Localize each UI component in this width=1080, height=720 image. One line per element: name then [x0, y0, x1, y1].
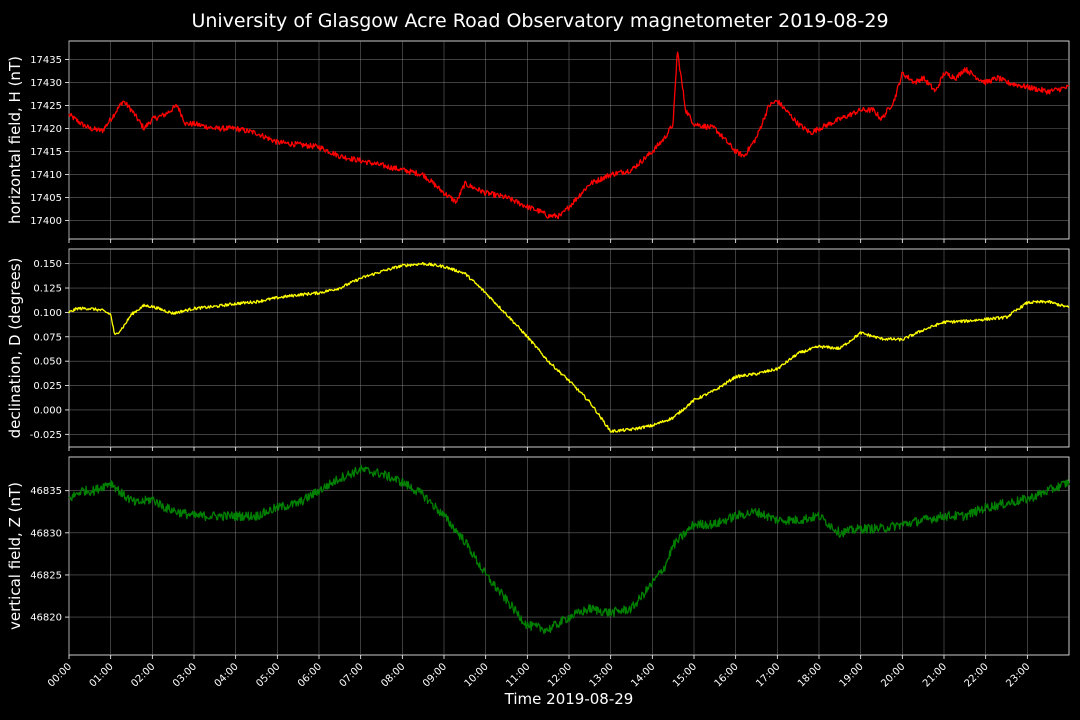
- x-tick-label: 04:00: [213, 661, 241, 689]
- y-tick-label: 17425: [30, 101, 62, 112]
- y-tick-label: 17435: [30, 55, 62, 66]
- x-tick-label: 00:00: [46, 661, 74, 689]
- y-tick-label: 17400: [30, 216, 62, 227]
- y-tick-label: 0.075: [33, 332, 62, 343]
- y-tick-label: -0.025: [30, 430, 62, 441]
- x-tick-label: 03:00: [171, 661, 199, 689]
- y-axis-label: vertical field, Z (nT): [6, 482, 24, 630]
- x-tick-label: 06:00: [296, 661, 324, 689]
- x-tick-label: 16:00: [713, 661, 741, 689]
- x-tick-label: 13:00: [588, 661, 616, 689]
- y-tick-label: 17420: [30, 124, 62, 135]
- y-axis-label: horizontal field, H (nT): [6, 56, 24, 224]
- x-tick-label: 09:00: [421, 661, 449, 689]
- x-tick-label: 11:00: [504, 661, 532, 689]
- y-tick-label: 0.100: [33, 308, 62, 319]
- y-tick-label: 46835: [30, 486, 62, 497]
- y-tick-label: 46825: [30, 570, 62, 581]
- y-tick-label: 46830: [30, 528, 62, 539]
- y-tick-label: 17415: [30, 147, 62, 158]
- x-tick-label: 05:00: [254, 661, 282, 689]
- x-tick-label: 01:00: [88, 661, 116, 689]
- chart-title: University of Glasgow Acre Road Observat…: [191, 10, 889, 32]
- series-line-3: [68, 464, 1070, 635]
- x-axis-label: Time 2019-08-29: [504, 690, 634, 708]
- y-tick-label: 0.000: [33, 405, 62, 416]
- y-tick-label: 0.050: [33, 357, 62, 368]
- y-tick-label: 0.025: [33, 381, 62, 392]
- x-tick-label: 20:00: [879, 661, 907, 689]
- x-tick-label: 18:00: [796, 661, 824, 689]
- x-tick-label: 10:00: [463, 661, 491, 689]
- x-tick-label: 17:00: [754, 661, 782, 689]
- y-axis-label: declination, D (degrees): [6, 258, 24, 439]
- x-tick-label: 02:00: [129, 661, 157, 689]
- x-tick-label: 22:00: [963, 661, 991, 689]
- x-tick-label: 08:00: [379, 661, 407, 689]
- y-tick-label: 46820: [30, 613, 62, 624]
- y-tick-label: 0.150: [33, 259, 62, 270]
- x-tick-label: 21:00: [921, 661, 949, 689]
- x-tick-label: 15:00: [671, 661, 699, 689]
- x-tick-label: 23:00: [1004, 661, 1032, 689]
- y-tick-label: 17410: [30, 170, 62, 181]
- y-tick-label: 17405: [30, 193, 62, 204]
- y-tick-label: 0.125: [33, 284, 62, 295]
- x-tick-label: 19:00: [838, 661, 866, 689]
- series-line-1: [68, 51, 1070, 220]
- series-line-2: [68, 262, 1070, 433]
- x-tick-label: 12:00: [546, 661, 574, 689]
- x-tick-label: 14:00: [629, 661, 657, 689]
- y-tick-label: 17430: [30, 78, 62, 89]
- x-tick-label: 07:00: [338, 661, 366, 689]
